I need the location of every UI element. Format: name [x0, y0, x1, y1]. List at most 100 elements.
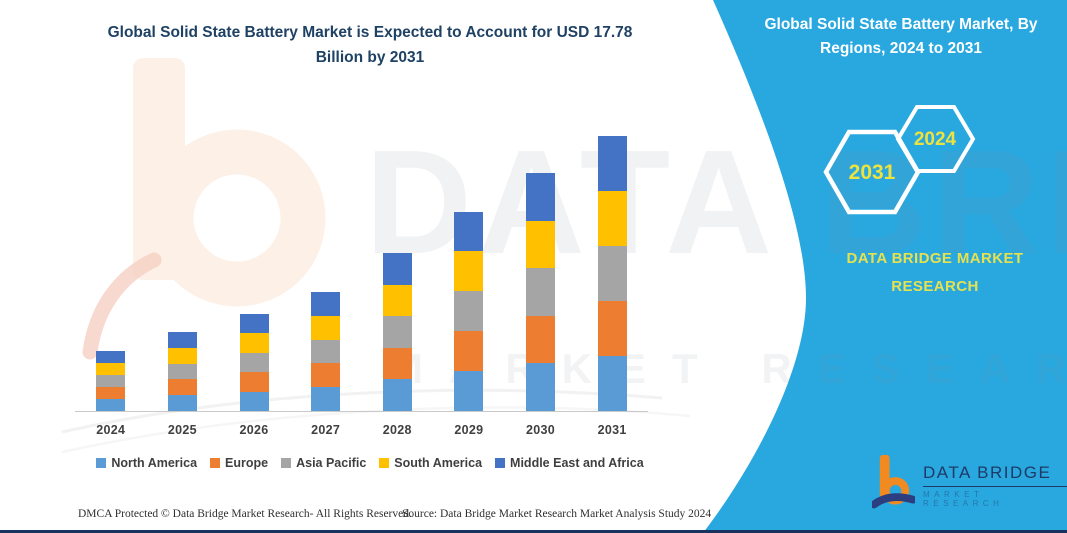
bar-slot-2027 — [290, 125, 362, 411]
bar-segment-2025-asia-pacific — [167, 363, 197, 380]
x-axis-label-2027: 2027 — [311, 423, 341, 437]
legend-label: Middle East and Africa — [510, 456, 644, 470]
bar-segment-2027-south-america — [311, 315, 341, 340]
side-panel-title: Global Solid State Battery Market, By Re… — [740, 13, 1062, 61]
brand-name-line1: DATA BRIDGE MARKET — [846, 250, 1024, 267]
bar-segment-2031-europe — [597, 300, 627, 356]
bar-slot-2031 — [576, 125, 648, 411]
hexagon-badges: 2031 2024 — [823, 105, 976, 215]
bar-segment-2029-asia-pacific — [454, 291, 484, 332]
bar-slot-2030 — [505, 125, 577, 411]
bar-segment-2031-south-america — [597, 190, 627, 246]
bar-segment-2028-europe — [382, 347, 412, 380]
x-axis-label-2031: 2031 — [597, 423, 627, 437]
data-bridge-b-icon — [872, 455, 915, 509]
bar-segment-2024-asia-pacific — [96, 374, 126, 387]
chart-title-line2: Billion by 2031 — [315, 48, 425, 66]
x-axis-label-2028: 2028 — [382, 423, 412, 437]
logo-text: DATA BRIDGE MARKET RESEARCH — [923, 455, 1067, 513]
brand-name-line2: RESEARCH — [891, 277, 979, 295]
logo-subtitle: MARKET RESEARCH — [923, 490, 1004, 508]
bar-segment-2029-north-america — [454, 371, 484, 411]
bar-segment-2029-south-america — [454, 251, 484, 292]
stacked-bar-2027 — [311, 292, 341, 411]
bar-segment-2028-asia-pacific — [382, 316, 412, 348]
bar-segment-2026-north-america — [239, 391, 269, 411]
bar-segment-2030-asia-pacific — [526, 268, 556, 316]
bar-segment-2027-north-america — [311, 387, 341, 411]
bar-slot-2024 — [75, 125, 147, 411]
bar-segment-2030-middle-east-and-africa — [526, 173, 556, 221]
legend-marker — [96, 458, 107, 468]
legend-marker — [210, 458, 221, 468]
plot-area — [75, 125, 648, 412]
legend-item-asia-pacific: Asia Pacific — [281, 456, 366, 470]
chart-title: Global Solid State Battery Market is Exp… — [45, 21, 695, 71]
chart-title-line1: Global Solid State Battery Market is Exp… — [107, 24, 633, 41]
bar-segment-2026-europe — [239, 372, 269, 392]
legend-label: South America — [394, 456, 483, 470]
logo-name: DATA BRIDGE — [923, 463, 1067, 487]
bar-segment-2031-asia-pacific — [597, 245, 627, 301]
bar-slot-2025 — [147, 125, 219, 411]
legend-label: North America — [111, 456, 198, 470]
bottom-accent-bar — [0, 530, 1067, 533]
bar-segment-2028-south-america — [382, 284, 412, 317]
bar-segment-2029-europe — [454, 331, 484, 372]
legend-item-south-america: South America — [379, 456, 482, 470]
bar-segment-2025-north-america — [167, 395, 197, 411]
bar-segment-2024-europe — [96, 386, 126, 399]
legend-label: Asia Pacific — [296, 456, 367, 470]
x-axis-label-2026: 2026 — [239, 423, 269, 437]
x-axis-label-2030: 2030 — [526, 423, 556, 437]
stacked-bar-2026 — [239, 313, 269, 411]
bar-segment-2029-middle-east-and-africa — [454, 211, 484, 252]
stacked-bar-2029 — [454, 211, 484, 411]
bar-segment-2028-north-america — [382, 379, 412, 411]
side-panel-title-line1: Global Solid State Battery Market, By — [764, 16, 1038, 33]
bar-slot-2026 — [218, 125, 290, 411]
legend-marker — [495, 458, 506, 468]
bar-segment-2028-middle-east-and-africa — [382, 253, 412, 285]
bar-segment-2024-middle-east-and-africa — [96, 350, 126, 363]
dmca-note: DMCA Protected © Data Bridge Market Rese… — [78, 508, 412, 520]
legend-marker — [379, 458, 390, 468]
bar-slot-2028 — [362, 125, 434, 411]
stacked-bar-2031 — [597, 135, 627, 411]
bar-segment-2027-asia-pacific — [311, 339, 341, 364]
x-axis-labels: 2024 2025 2026 2027 2028 2029 2030 2031 — [75, 423, 648, 437]
legend-item-north-america: North America — [96, 456, 197, 470]
bars-row — [75, 125, 648, 411]
bar-segment-2031-north-america — [597, 355, 627, 411]
bar-segment-2024-south-america — [96, 362, 126, 375]
legend-label: Europe — [225, 456, 269, 470]
hexagon-2024-label: 2024 — [914, 129, 957, 150]
hexagon-2031-label: 2031 — [849, 161, 896, 184]
bar-segment-2026-middle-east-and-africa — [239, 313, 269, 333]
bar-segment-2025-south-america — [167, 347, 197, 364]
brand-name: DATA BRIDGE MARKET RESEARCH — [805, 245, 1065, 301]
bar-segment-2031-middle-east-and-africa — [597, 135, 627, 191]
hexagon-2024 — [895, 105, 976, 173]
bar-segment-2027-middle-east-and-africa — [311, 292, 341, 316]
x-axis-label-2029: 2029 — [454, 423, 484, 437]
bar-segment-2024-north-america — [96, 398, 126, 411]
bar-segment-2027-europe — [311, 363, 341, 388]
stacked-bar-2024 — [96, 350, 126, 411]
stacked-bar-2028 — [382, 253, 412, 411]
stacked-bar-2025 — [167, 332, 197, 411]
bar-segment-2030-south-america — [526, 220, 556, 269]
stacked-bar-2030 — [526, 173, 556, 411]
bar-segment-2026-south-america — [239, 333, 269, 353]
data-bridge-logo: DATA BRIDGE MARKET RESEARCH — [872, 455, 1067, 513]
x-axis-label-2025: 2025 — [167, 423, 197, 437]
bar-segment-2026-asia-pacific — [239, 352, 269, 372]
bar-slot-2029 — [433, 125, 505, 411]
source-note: Source: Data Bridge Market Research Mark… — [402, 508, 712, 520]
bar-segment-2030-europe — [526, 315, 556, 364]
legend: North America Europe Asia Pacific South Ame… — [60, 456, 680, 470]
bar-segment-2030-north-america — [526, 363, 556, 411]
legend-marker — [281, 458, 292, 468]
